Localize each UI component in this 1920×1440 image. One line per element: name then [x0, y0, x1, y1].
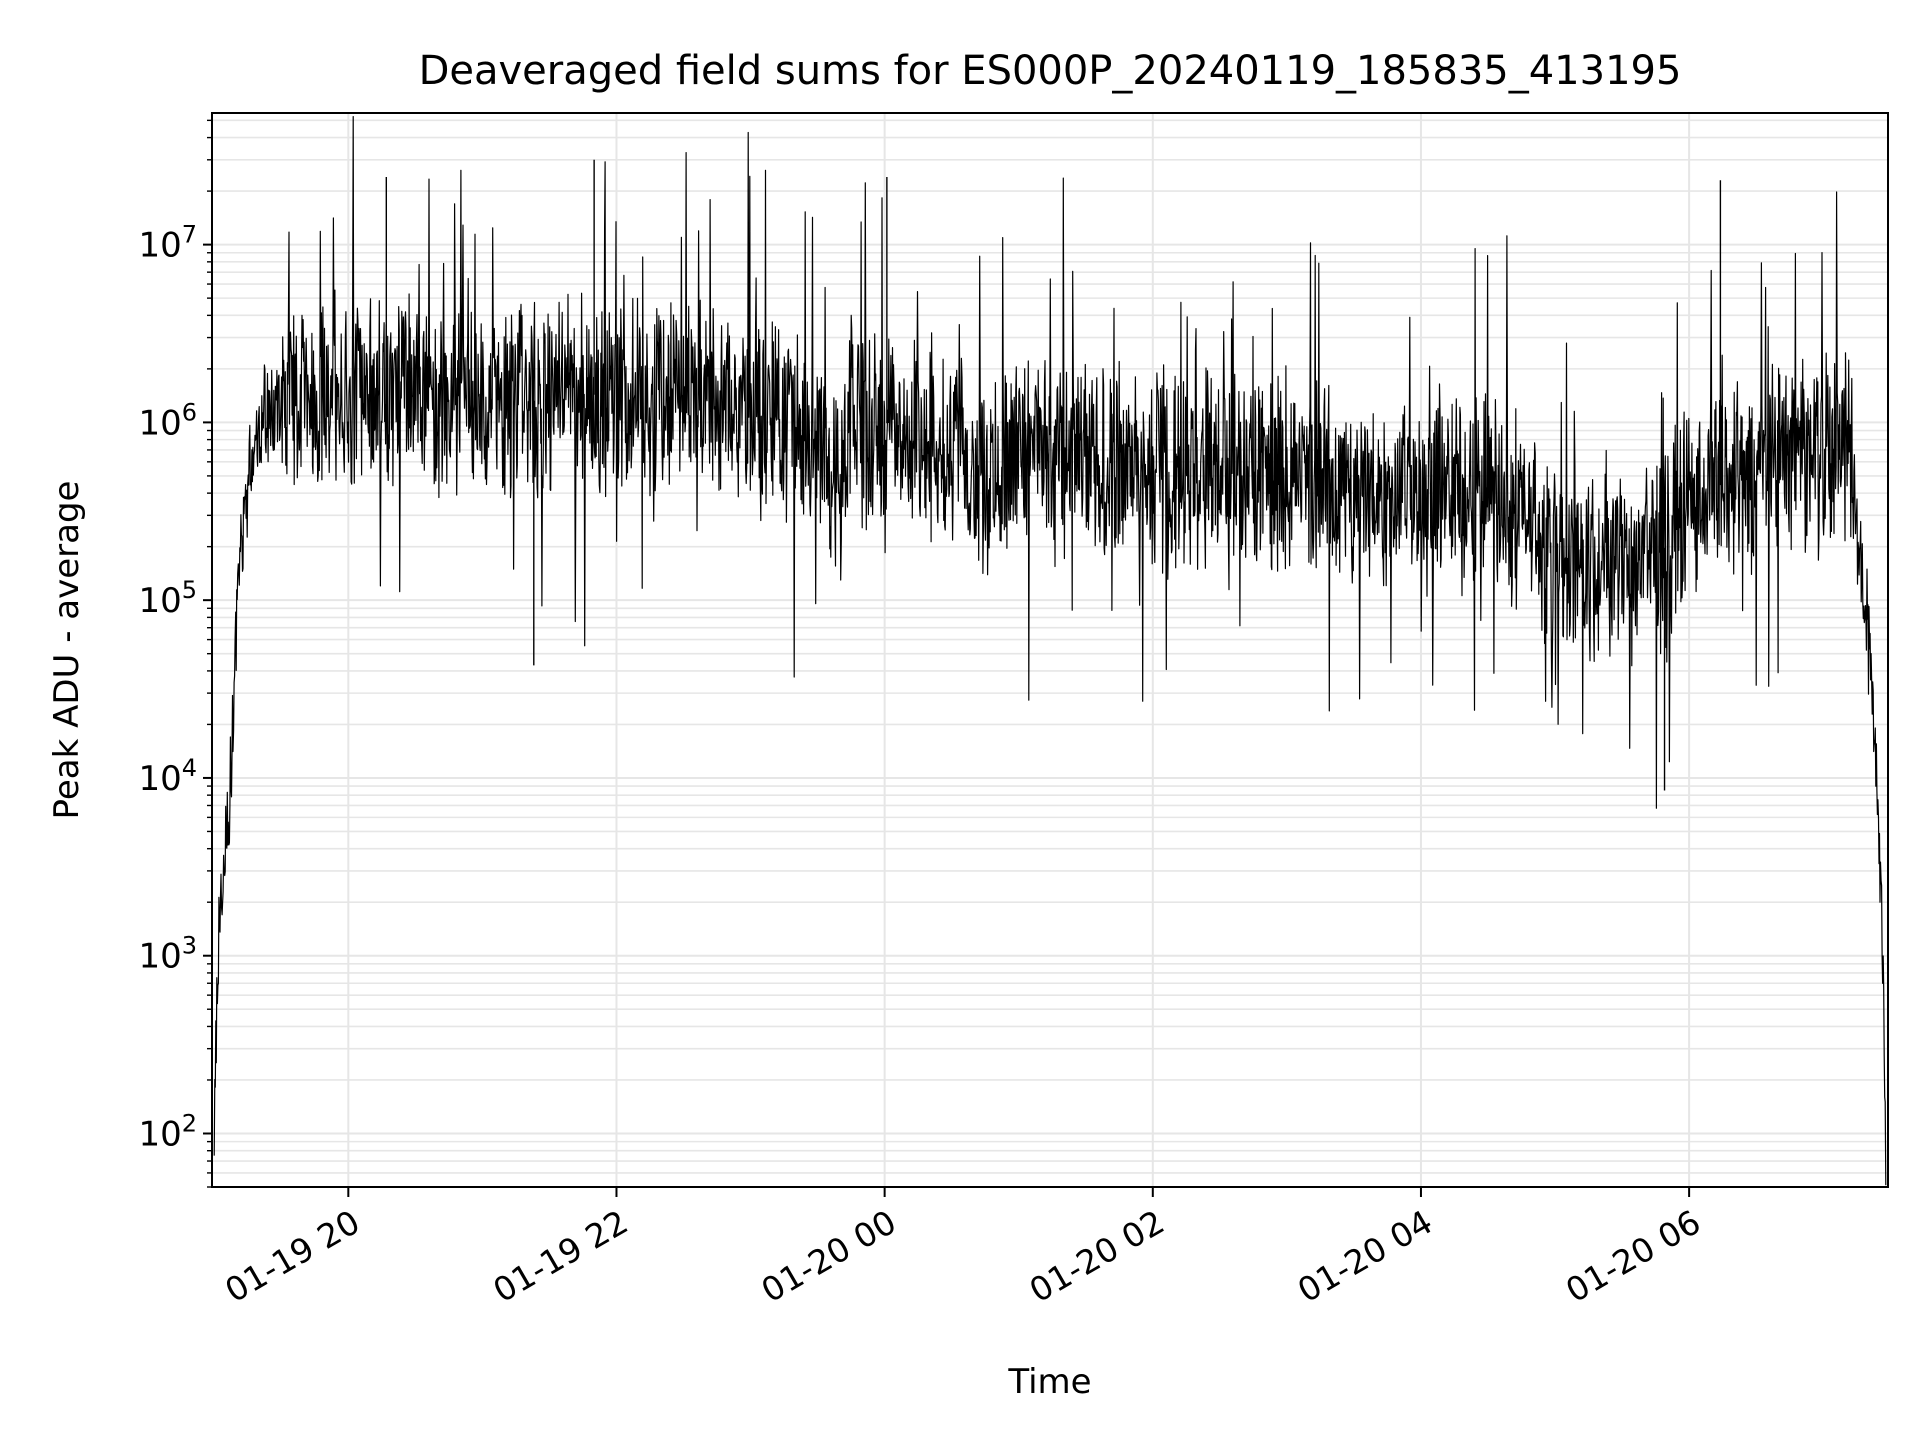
- series-group: [213, 115, 1887, 1186]
- chart-title: Deaveraged field sums for ES000P_2024011…: [419, 48, 1682, 94]
- y-tick-label: 107: [138, 221, 197, 266]
- x-axis-label: Time: [1007, 1362, 1091, 1402]
- series-line: [213, 115, 1887, 1186]
- y-tick-label: 106: [138, 398, 197, 443]
- y-tick-label: 103: [138, 932, 197, 977]
- y-tick-label: 102: [138, 1109, 197, 1154]
- y-axis-label: Peak ADU - average: [47, 481, 87, 820]
- y-tick-label: 105: [138, 576, 197, 621]
- axes-frame: [211, 112, 1889, 1188]
- y-tick-label: 104: [138, 754, 197, 799]
- grid: [212, 113, 1888, 1188]
